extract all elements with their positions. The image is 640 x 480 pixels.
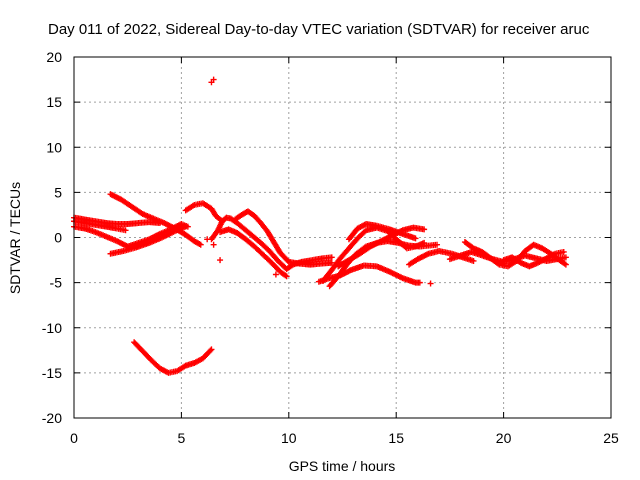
data-point: [416, 279, 423, 286]
data-point: [328, 254, 335, 261]
y-tick-label: 20: [46, 49, 62, 65]
data-point: [421, 226, 428, 233]
data-point: [204, 236, 211, 243]
x-tick-label: 25: [603, 430, 619, 446]
data-point: [122, 227, 129, 234]
x-axis-label: GPS time / hours: [289, 458, 396, 474]
data-point: [283, 273, 290, 280]
data-point: [196, 240, 203, 247]
data-point: [210, 241, 217, 248]
data-series-arc18: [500, 248, 567, 270]
data-point: [328, 259, 335, 266]
y-tick-label: 0: [54, 230, 62, 246]
data-points: [71, 76, 569, 376]
data-series-arc14: [315, 262, 423, 286]
data-series-arc7: [208, 214, 335, 273]
data-point: [434, 241, 441, 248]
data-point: [208, 346, 215, 353]
data-point: [282, 272, 289, 279]
data-point: [427, 280, 434, 287]
data-point: [495, 260, 502, 267]
data-point: [182, 223, 189, 230]
y-tick-label: -10: [42, 320, 62, 336]
plot-frame: [73, 56, 612, 419]
x-tick-label: 20: [496, 430, 512, 446]
data-point: [272, 271, 279, 278]
data-point: [470, 257, 477, 264]
data-point: [210, 76, 217, 83]
chart-title: Day 011 of 2022, Sidereal Day-to-day VTE…: [48, 21, 590, 38]
data-series-arc4: [107, 191, 204, 248]
data-series-arc8: [217, 226, 290, 280]
data-point: [207, 347, 214, 354]
x-tick-label: 15: [388, 430, 404, 446]
data-series-arc13: [345, 220, 419, 243]
data-series-arc6: [182, 200, 226, 225]
data-point: [412, 235, 419, 242]
y-tick-label: -15: [42, 365, 62, 381]
x-tick-label: 0: [70, 430, 78, 446]
x-tick-label: 10: [281, 430, 297, 446]
data-point: [562, 261, 569, 268]
x-tick-label: 5: [178, 430, 186, 446]
data-series-arc9: [232, 208, 335, 268]
axis-ticks: 0 5 10 15 20 25 -20 -15 -10 -5 0 5 10 15 20: [42, 49, 619, 446]
data-series-isolated: [204, 76, 434, 287]
data-point: [217, 257, 224, 264]
data-series-arc15: [406, 248, 477, 268]
data-series-arc17: [461, 239, 569, 270]
data-point: [560, 248, 567, 255]
data-point: [562, 254, 569, 261]
y-tick-label: -5: [50, 275, 63, 291]
y-tick-label: 15: [46, 94, 62, 110]
data-point: [197, 241, 204, 248]
y-axis-label: SDTVAR / TECUs: [7, 182, 23, 294]
data-point: [561, 260, 568, 267]
y-tick-label: 5: [54, 184, 62, 200]
data-series-arc19: [131, 339, 215, 376]
y-tick-label: -20: [42, 410, 62, 426]
data-series-arc5: [107, 223, 189, 257]
y-tick-label: 10: [46, 139, 62, 155]
